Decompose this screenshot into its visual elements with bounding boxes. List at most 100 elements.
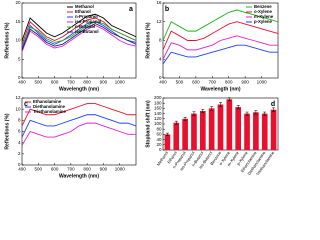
series-line	[21, 23, 137, 51]
legend-label: Triethanolamine	[33, 109, 67, 114]
error-bar	[192, 111, 196, 116]
error-bar	[227, 97, 231, 102]
y-tick-label: 140	[154, 111, 162, 116]
x-tick-label: 1000	[115, 80, 126, 85]
x-tick-label: 1000	[115, 167, 126, 172]
y-tick-label: 0	[159, 75, 162, 80]
panel-label: d	[271, 101, 275, 108]
y-tick-label: 0	[18, 75, 21, 80]
bar	[173, 122, 180, 150]
x-tick-label: 400	[18, 167, 26, 172]
bar	[253, 112, 259, 150]
panel-label: a	[129, 6, 133, 13]
bar	[191, 113, 197, 150]
bar	[164, 134, 171, 150]
y-tick-label: 6	[18, 129, 21, 134]
legend-label: iso-Butanol	[75, 29, 99, 34]
error-bar	[210, 106, 214, 111]
y-tick-label: 120	[154, 116, 162, 121]
legend-label: o-Xylene	[254, 9, 273, 14]
y-tick-label: 0	[159, 147, 162, 152]
bar	[199, 111, 206, 150]
series-line	[162, 9, 279, 41]
y-tick-label: 180	[154, 100, 162, 105]
bar	[217, 104, 224, 150]
x-tick-label: 400	[159, 80, 167, 85]
x-tick-label: 500	[35, 80, 43, 85]
legend-label: Benzene	[254, 4, 272, 9]
x-tick-label: Ethanol	[166, 150, 178, 164]
legend-label: Diethanolamine	[33, 104, 66, 109]
x-tick-label: 600	[51, 167, 59, 172]
y-tick-label: 10	[15, 106, 21, 111]
x-tick-label: 900	[100, 167, 108, 172]
series-line	[162, 21, 279, 51]
y-tick-label: 160	[154, 106, 162, 111]
series-line	[21, 13, 137, 41]
error-bar	[174, 120, 178, 125]
x-axis-label: Wavelength (nm)	[59, 173, 99, 179]
x-tick-label: 700	[209, 80, 217, 85]
error-bar	[165, 132, 169, 136]
error-bar	[263, 111, 267, 116]
legend-label: p-Xylene	[254, 19, 273, 24]
legend-label: Methanol	[75, 4, 94, 9]
bar	[226, 99, 233, 150]
bar	[270, 109, 277, 150]
x-axis-label: Wavelength (nm)	[200, 86, 240, 92]
x-tick-label: 400	[18, 80, 26, 85]
error-bar	[245, 111, 249, 116]
series-line	[21, 25, 137, 52]
y-axis-label: Reflections (%)	[145, 22, 151, 58]
x-axis-label: Wavelength (nm)	[59, 86, 99, 92]
x-tick-label: 500	[176, 80, 184, 85]
y-tick-label: 200	[154, 95, 162, 100]
bar	[261, 113, 268, 150]
y-tick-label: 8	[159, 38, 162, 43]
x-tick-label: 700	[67, 80, 75, 85]
series-line	[162, 44, 278, 65]
x-tick-label: 700	[67, 167, 75, 172]
y-tick-label: 12	[156, 19, 162, 24]
y-tick-label: 80	[156, 126, 162, 131]
panel-label: c	[24, 101, 28, 108]
y-axis-label: Reflections (%)	[4, 113, 10, 149]
y-tick-label: 4	[18, 140, 21, 145]
error-bar	[219, 102, 222, 107]
y-tick-label: 0	[18, 162, 21, 167]
series-line	[21, 114, 137, 138]
x-tick-label: 1000	[257, 80, 268, 85]
y-tick-label: 20	[156, 142, 162, 147]
panel-label: b	[165, 6, 169, 13]
y-tick-label: 4	[159, 56, 162, 61]
x-tick-label: 600	[51, 80, 59, 85]
x-tick-label: 800	[225, 80, 233, 85]
y-axis-label: Stopband shift (nm)	[145, 100, 151, 148]
legend-label: iso-Propanol	[75, 19, 101, 24]
y-tick-label: 20	[15, 0, 21, 5]
y-tick-label: 2	[18, 151, 21, 156]
legend-label: Ethanolamine	[33, 99, 62, 104]
legend-label: n-Propanol	[75, 14, 98, 19]
y-tick-label: 12	[15, 95, 21, 100]
y-tick-label: 5	[18, 56, 21, 61]
x-tick-label: 900	[241, 80, 249, 85]
error-bar	[201, 109, 205, 113]
y-tick-label: 60	[156, 132, 162, 137]
series-line	[21, 21, 137, 47]
y-tick-label: 40	[156, 137, 162, 142]
x-tick-label: 500	[35, 167, 43, 172]
y-tick-label: 100	[154, 121, 162, 126]
error-bar	[272, 107, 276, 112]
bar	[182, 118, 188, 150]
y-tick-label: 15	[15, 19, 21, 24]
y-tick-label: 10	[15, 38, 21, 43]
x-tick-label: 600	[192, 80, 200, 85]
y-tick-label: 8	[18, 118, 21, 123]
legend-label: Ethanol	[75, 9, 91, 14]
x-tick-label: 900	[100, 80, 108, 85]
x-tick-label: 800	[83, 80, 91, 85]
bar	[244, 113, 250, 150]
x-tick-label: 800	[83, 167, 91, 172]
